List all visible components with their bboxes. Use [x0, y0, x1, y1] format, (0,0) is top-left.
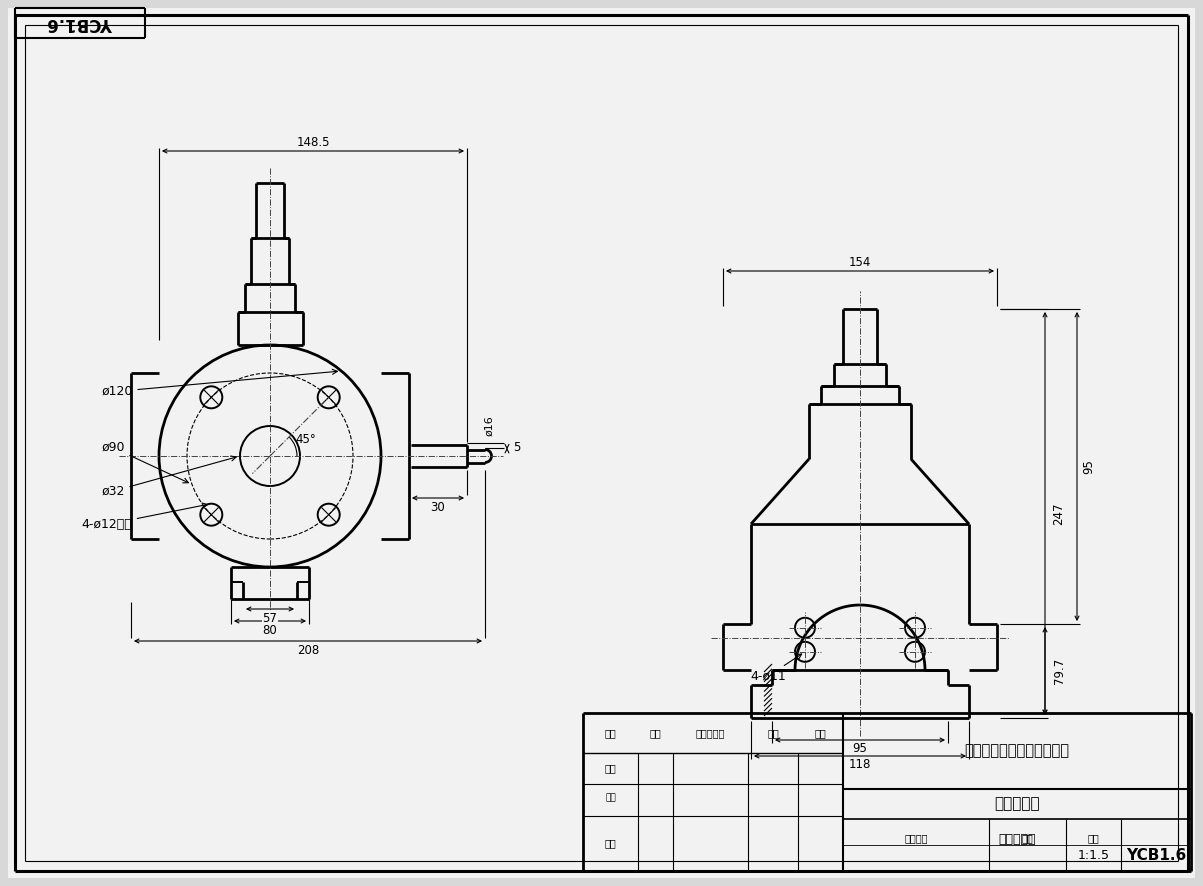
- Text: 处数: 处数: [605, 793, 616, 803]
- Text: 95: 95: [1083, 459, 1096, 474]
- Text: 79.7: 79.7: [1053, 658, 1066, 684]
- Text: 4-ø12均布: 4-ø12均布: [81, 503, 207, 531]
- Text: 设计: 设计: [605, 764, 616, 773]
- Text: 154: 154: [849, 255, 871, 268]
- Text: ø16: ø16: [484, 415, 494, 436]
- Text: 80: 80: [262, 624, 278, 636]
- Text: 148.5: 148.5: [296, 136, 330, 149]
- Text: 1:1.5: 1:1.5: [1078, 850, 1109, 862]
- Text: 重量: 重量: [1021, 834, 1033, 843]
- Text: 45°: 45°: [296, 432, 316, 446]
- Text: 河北远东泵业制造有限公司: 河北远东泵业制造有限公司: [965, 743, 1069, 758]
- Text: 泵头外形图: 泵头外形图: [998, 834, 1036, 846]
- Text: YCB1.6: YCB1.6: [1126, 849, 1186, 864]
- Text: 118: 118: [849, 758, 871, 772]
- Text: 泵头外形图: 泵头外形图: [994, 797, 1039, 812]
- Text: 95: 95: [853, 742, 867, 756]
- Text: YCB1.6: YCB1.6: [47, 14, 113, 32]
- Text: 日期: 日期: [814, 727, 826, 738]
- Text: 更改文件名: 更改文件名: [695, 727, 725, 738]
- Text: 5: 5: [514, 440, 521, 454]
- Text: ø90: ø90: [101, 441, 189, 483]
- Text: 签字: 签字: [768, 727, 778, 738]
- Text: 处数: 处数: [650, 727, 662, 738]
- Text: ø32: ø32: [101, 456, 236, 498]
- Text: 4-ø11: 4-ø11: [749, 654, 801, 683]
- Text: 30: 30: [431, 501, 445, 514]
- Text: 247: 247: [1053, 502, 1066, 525]
- Text: ø120: ø120: [101, 369, 337, 398]
- Text: 标记: 标记: [605, 727, 616, 738]
- Text: 比例: 比例: [1088, 834, 1100, 843]
- Text: 图标标记: 图标标记: [905, 834, 928, 843]
- Text: 57: 57: [262, 611, 278, 625]
- Text: 日期: 日期: [605, 838, 616, 849]
- Text: 208: 208: [297, 644, 319, 657]
